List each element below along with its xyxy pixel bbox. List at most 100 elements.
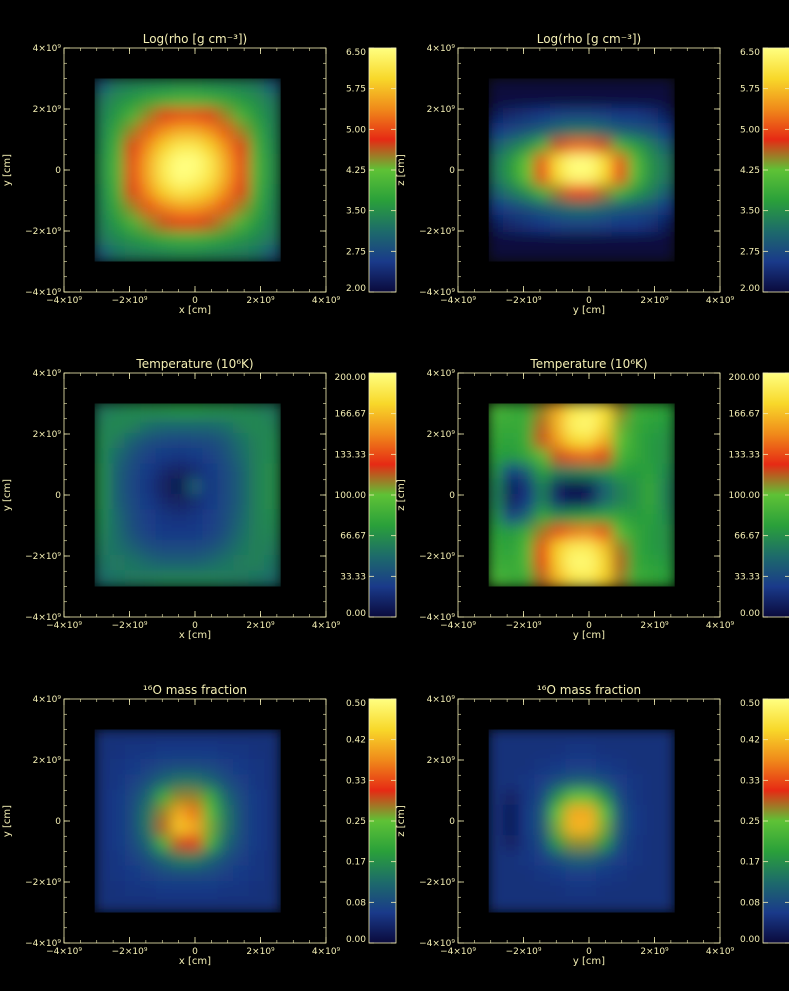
heatmap-cell <box>186 245 205 262</box>
heatmap-cell <box>202 433 220 451</box>
heatmap-cell <box>248 789 267 807</box>
heatmap-cell <box>580 169 599 187</box>
heatmap-cell <box>580 555 599 573</box>
heatmap-cell <box>202 478 220 496</box>
colorbar-label: 0.25 <box>346 817 366 827</box>
heatmap-cell <box>596 123 614 141</box>
heatmap-cell <box>658 820 675 838</box>
x-tick-label: 2×10⁹ <box>640 621 669 631</box>
heatmap-cell <box>534 820 552 838</box>
heatmap-cell <box>264 199 281 217</box>
heatmap-cell <box>140 214 158 232</box>
heatmap-cell <box>549 184 568 202</box>
heatmap-cell <box>534 123 552 141</box>
x-tick-label: 2×10⁹ <box>246 947 275 957</box>
heatmap-cell <box>186 433 205 451</box>
heatmap-cell <box>171 896 189 913</box>
heatmap-cell <box>611 789 630 807</box>
heatmap-cell <box>627 433 645 451</box>
heatmap-cell <box>534 570 552 587</box>
heatmap-cell <box>549 214 568 232</box>
heatmap-cell <box>109 494 127 512</box>
heatmap-cell <box>186 850 205 868</box>
heatmap-cell <box>534 184 552 202</box>
heatmap-cell <box>202 108 220 126</box>
heatmap-cell <box>658 729 675 746</box>
heatmap-cell <box>155 774 174 792</box>
heatmap-cell <box>124 494 143 512</box>
heatmap-cell <box>264 509 281 527</box>
colorbar-label: 100.00 <box>729 491 761 501</box>
heatmap-cell <box>611 896 630 913</box>
panel-title: Log(rho [g cm⁻³]) <box>143 32 248 46</box>
colorbar-label: 0.42 <box>346 736 366 746</box>
heatmap-cell <box>534 789 552 807</box>
heatmap-cell <box>202 743 220 761</box>
heatmap-cell <box>171 729 189 746</box>
heatmap-cell <box>488 478 506 496</box>
y-tick-label: −2×10⁹ <box>25 227 61 237</box>
heatmap-cell <box>488 108 506 126</box>
heatmap-cell <box>217 169 236 187</box>
heatmap-cell <box>155 478 174 496</box>
y-axis-label: z [cm] <box>396 805 407 837</box>
panel-6: ¹⁶O mass fraction −4×10⁹ −2×10⁹ 0 2×10⁹ 4×10⁹… <box>396 683 789 967</box>
heatmap-cell <box>171 417 189 435</box>
colorbar-label: 66.67 <box>734 532 760 542</box>
heatmap-cell <box>580 743 599 761</box>
heatmap-cell <box>534 896 552 913</box>
heatmap-cell <box>248 555 267 573</box>
heatmap-cell <box>611 570 630 587</box>
heatmap-cell <box>217 865 236 883</box>
heatmap-cell <box>518 555 537 573</box>
heatmap-cell <box>109 123 127 141</box>
heatmap-cell <box>140 509 158 527</box>
colorbar-label: 2.75 <box>346 247 366 257</box>
heatmap-cell <box>233 555 251 573</box>
heatmap-cell <box>248 509 267 527</box>
heatmap-cell <box>503 123 521 141</box>
heatmap-cell <box>518 743 537 761</box>
heatmap-cell <box>217 896 236 913</box>
x-axis-label: x [cm] <box>179 630 211 641</box>
heatmap-cell <box>627 524 645 542</box>
heatmap-cell <box>518 199 537 217</box>
x-tick-label: −4×10⁹ <box>440 947 476 957</box>
heatmap-cell <box>186 494 205 512</box>
heatmap-cell <box>658 524 675 542</box>
heatmap-cell <box>94 433 112 451</box>
heatmap-cell <box>109 463 127 481</box>
heatmap-cell <box>488 494 506 512</box>
colorbar-label: 200.00 <box>729 373 761 383</box>
heatmap-cell <box>488 774 506 792</box>
heatmap-cell <box>171 509 189 527</box>
heatmap-cell <box>217 524 236 542</box>
heatmap <box>94 403 281 587</box>
heatmap-cell <box>217 759 236 777</box>
heatmap-cell <box>233 199 251 217</box>
heatmap-cell <box>549 896 568 913</box>
heatmap-cell <box>503 743 521 761</box>
heatmap-cell <box>565 789 583 807</box>
heatmap-cell <box>565 138 583 156</box>
heatmap-cell <box>534 403 552 420</box>
heatmap-cell <box>596 448 614 466</box>
heatmap-cell <box>611 417 630 435</box>
heatmap-cell <box>109 881 127 899</box>
heatmap-cell <box>503 433 521 451</box>
heatmap-cell <box>171 230 189 248</box>
heatmap-cell <box>248 539 267 557</box>
heatmap-cell <box>488 896 506 913</box>
heatmap-cell <box>233 896 251 913</box>
panel-2: Log(rho [g cm⁻³]) −4×10⁹ −2×10⁹ 0 2×10⁹ 4×10⁹… <box>396 32 789 316</box>
heatmap-cell <box>109 184 127 202</box>
heatmap-cell <box>217 230 236 248</box>
heatmap-cell <box>186 774 205 792</box>
heatmap-cell <box>124 433 143 451</box>
heatmap-cell <box>109 835 127 853</box>
heatmap-cell <box>580 123 599 141</box>
heatmap-cell <box>503 759 521 777</box>
x-tick-label: −2×10⁹ <box>506 296 542 306</box>
heatmap-cell <box>580 835 599 853</box>
heatmap-cell <box>124 403 143 420</box>
